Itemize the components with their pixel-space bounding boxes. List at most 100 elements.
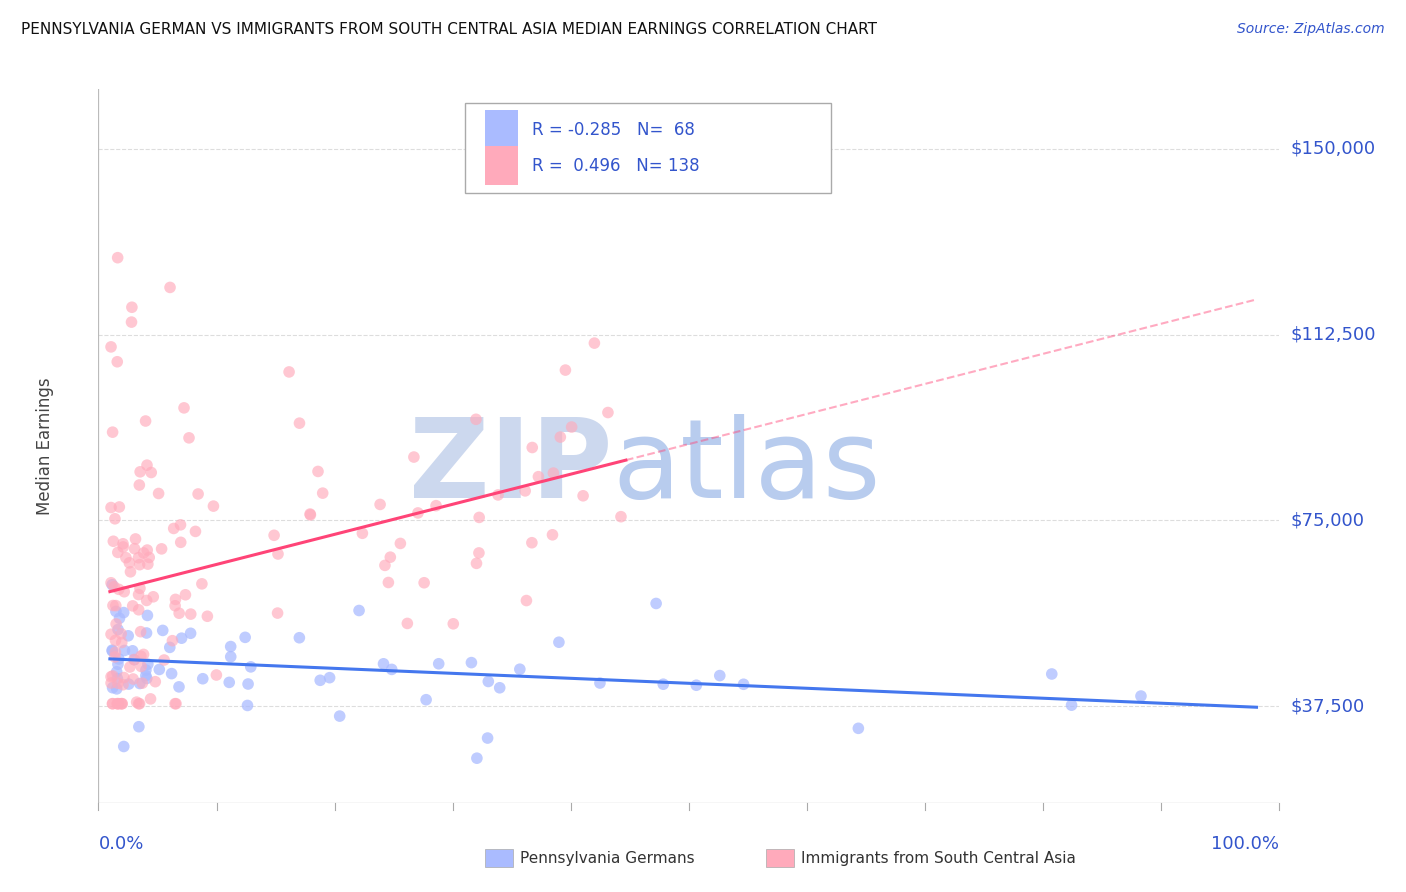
Point [118, 677, 141, 691]
Point [527, 469, 550, 483]
Point [136, 557, 159, 571]
Point [121, 599, 143, 613]
Point [101, 644, 124, 658]
Point [100, 676, 122, 690]
Point [380, 550, 402, 565]
Point [101, 425, 124, 439]
Point [170, 631, 193, 645]
Point [152, 624, 174, 638]
Point [136, 543, 159, 558]
Point [101, 578, 124, 592]
Point [125, 695, 148, 709]
Point [122, 652, 145, 666]
Point [101, 697, 124, 711]
Point [110, 697, 132, 711]
Point [104, 599, 127, 613]
Point [685, 678, 707, 692]
Point [135, 663, 157, 677]
Point [105, 697, 128, 711]
Point [117, 629, 139, 643]
Point [415, 692, 437, 706]
Point [108, 500, 131, 514]
Point [733, 677, 755, 691]
Point [486, 488, 509, 502]
Point [108, 611, 131, 625]
Point [129, 582, 152, 596]
Point [373, 657, 395, 671]
Point [288, 631, 311, 645]
Point [128, 676, 150, 690]
Point [132, 648, 155, 662]
Point [120, 565, 142, 579]
Text: PENNSYLVANIA GERMAN VS IMMIGRANTS FROM SOUTH CENTRAL ASIA MEDIAN EARNINGS CORREL: PENNSYLVANIA GERMAN VS IMMIGRANTS FROM S… [21, 22, 877, 37]
Point [136, 657, 159, 672]
Point [131, 676, 153, 690]
Point [114, 643, 136, 657]
Text: 100.0%: 100.0% [1212, 835, 1279, 853]
Bar [485, 111, 517, 150]
Text: $150,000: $150,000 [1291, 140, 1375, 158]
Point [112, 537, 135, 551]
Bar [485, 849, 513, 867]
FancyBboxPatch shape [464, 103, 831, 193]
Point [124, 541, 146, 556]
Point [515, 593, 537, 607]
Point [368, 498, 391, 512]
Point [299, 507, 322, 521]
Point [184, 524, 207, 539]
Point [278, 365, 301, 379]
Point [107, 697, 129, 711]
Point [1060, 698, 1083, 713]
Point [167, 606, 190, 620]
Point [128, 588, 150, 602]
Point [112, 540, 135, 554]
Point [129, 465, 152, 479]
Point [266, 606, 288, 620]
Point [118, 556, 141, 570]
Point [107, 623, 129, 637]
Point [160, 666, 183, 681]
Point [135, 672, 157, 686]
Point [468, 510, 491, 524]
Point [162, 633, 184, 648]
Point [104, 604, 127, 618]
Text: Pennsylvania Germans: Pennsylvania Germans [520, 851, 695, 865]
Point [583, 336, 606, 351]
Point [163, 521, 186, 535]
Point [413, 575, 436, 590]
Point [148, 663, 170, 677]
Point [112, 739, 135, 754]
Point [236, 677, 259, 691]
Point [195, 609, 218, 624]
Point [111, 697, 134, 711]
Point [312, 486, 335, 500]
Point [187, 487, 209, 501]
Point [141, 466, 163, 480]
Point [121, 300, 143, 314]
Point [143, 674, 166, 689]
Point [128, 697, 150, 711]
Point [135, 668, 157, 682]
Point [128, 720, 150, 734]
Point [128, 603, 150, 617]
Point [561, 420, 583, 434]
Point [427, 657, 450, 671]
Point [488, 681, 510, 695]
Point [596, 405, 619, 419]
Point [846, 722, 869, 736]
Point [233, 631, 256, 645]
Point [110, 627, 132, 641]
Point [165, 599, 187, 613]
Point [104, 645, 127, 659]
Point [202, 499, 225, 513]
Text: Source: ZipAtlas.com: Source: ZipAtlas.com [1237, 22, 1385, 37]
Point [522, 441, 544, 455]
Point [101, 669, 124, 683]
Point [138, 550, 160, 565]
Text: Median Earnings: Median Earnings [37, 377, 55, 515]
Point [709, 668, 731, 682]
Point [543, 466, 565, 480]
Text: Immigrants from South Central Asia: Immigrants from South Central Asia [801, 851, 1077, 865]
Point [309, 673, 332, 688]
Point [1040, 667, 1063, 681]
